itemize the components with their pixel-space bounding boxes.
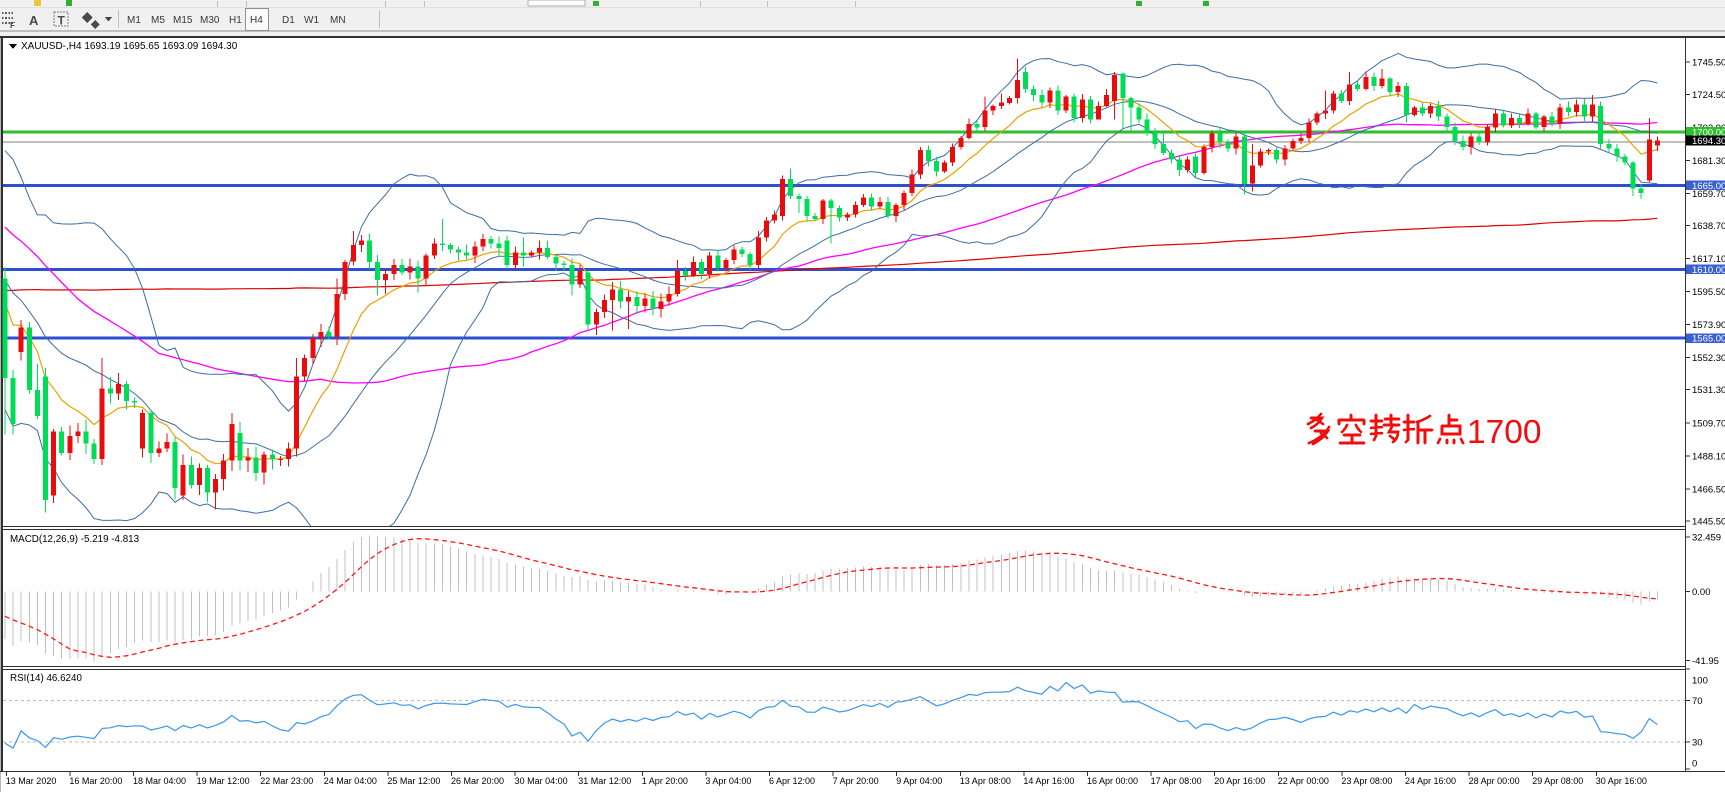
svg-text:1681.30: 1681.30 bbox=[1692, 156, 1725, 167]
svg-text:1665.00: 1665.00 bbox=[1692, 181, 1725, 192]
svg-text:1700: 1700 bbox=[1467, 414, 1542, 451]
svg-text:D1: D1 bbox=[282, 15, 295, 26]
svg-text:13 Mar 2020: 13 Mar 2020 bbox=[6, 776, 57, 786]
svg-text:MN: MN bbox=[330, 15, 346, 26]
svg-text:24 Mar 04:00: 24 Mar 04:00 bbox=[324, 776, 377, 786]
svg-text:70: 70 bbox=[1692, 696, 1703, 707]
svg-text:1509.70: 1509.70 bbox=[1692, 418, 1725, 429]
svg-text:1445.50: 1445.50 bbox=[1692, 516, 1725, 527]
svg-text:M1: M1 bbox=[127, 15, 141, 26]
svg-text:1595.50: 1595.50 bbox=[1692, 287, 1725, 298]
svg-text:16 Apr 00:00: 16 Apr 00:00 bbox=[1087, 776, 1138, 786]
svg-text:1 Apr 20:00: 1 Apr 20:00 bbox=[642, 776, 688, 786]
svg-text:1610.00: 1610.00 bbox=[1692, 265, 1725, 276]
svg-text:25 Mar 12:00: 25 Mar 12:00 bbox=[387, 776, 440, 786]
svg-text:1700.00: 1700.00 bbox=[1692, 127, 1725, 138]
svg-text:29 Apr 08:00: 29 Apr 08:00 bbox=[1532, 776, 1583, 786]
svg-text:XAUUSD-,H4 1693.19 1695.65 16: XAUUSD-,H4 1693.19 1695.65 1693.09 1694.… bbox=[21, 41, 238, 52]
svg-text:1659.70: 1659.70 bbox=[1692, 189, 1725, 200]
svg-text:3 Apr 04:00: 3 Apr 04:00 bbox=[705, 776, 751, 786]
svg-text:1531.30: 1531.30 bbox=[1692, 385, 1725, 396]
svg-text:32.459: 32.459 bbox=[1692, 533, 1721, 544]
svg-text:20 Apr 16:00: 20 Apr 16:00 bbox=[1214, 776, 1265, 786]
svg-text:1724.50: 1724.50 bbox=[1692, 90, 1725, 101]
svg-text:1638.70: 1638.70 bbox=[1692, 221, 1725, 232]
svg-text:22 Mar 23:00: 22 Mar 23:00 bbox=[260, 776, 313, 786]
svg-text:1565.00: 1565.00 bbox=[1692, 334, 1725, 345]
svg-text:31 Mar 12:00: 31 Mar 12:00 bbox=[578, 776, 631, 786]
svg-text:13 Apr 08:00: 13 Apr 08:00 bbox=[960, 776, 1011, 786]
svg-text:30: 30 bbox=[1692, 738, 1703, 749]
svg-text:1573.90: 1573.90 bbox=[1692, 320, 1725, 331]
svg-text:M5: M5 bbox=[151, 15, 165, 26]
svg-text:16 Mar 20:00: 16 Mar 20:00 bbox=[69, 776, 122, 786]
svg-text:24 Apr 16:00: 24 Apr 16:00 bbox=[1405, 776, 1456, 786]
svg-text:A: A bbox=[29, 13, 39, 28]
svg-text:1488.10: 1488.10 bbox=[1692, 451, 1725, 462]
svg-text:RSI(14) 46.6240: RSI(14) 46.6240 bbox=[10, 673, 82, 684]
svg-text:7 Apr 20:00: 7 Apr 20:00 bbox=[833, 776, 879, 786]
svg-text:26 Mar 20:00: 26 Mar 20:00 bbox=[451, 776, 504, 786]
svg-text:M15: M15 bbox=[173, 15, 193, 26]
svg-text:6 Apr 12:00: 6 Apr 12:00 bbox=[769, 776, 815, 786]
svg-text:0.00: 0.00 bbox=[1692, 587, 1711, 598]
svg-text:30 Mar 04:00: 30 Mar 04:00 bbox=[515, 776, 568, 786]
svg-text:W1: W1 bbox=[304, 15, 319, 26]
svg-text:H4: H4 bbox=[250, 15, 263, 26]
svg-text:1466.50: 1466.50 bbox=[1692, 484, 1725, 495]
svg-text:30 Apr 16:00: 30 Apr 16:00 bbox=[1596, 776, 1647, 786]
svg-text:23 Apr 08:00: 23 Apr 08:00 bbox=[1341, 776, 1392, 786]
svg-text:1745.50: 1745.50 bbox=[1692, 58, 1725, 69]
svg-text:H1: H1 bbox=[229, 15, 242, 26]
svg-text:M30: M30 bbox=[200, 15, 220, 26]
svg-text:1617.10: 1617.10 bbox=[1692, 254, 1725, 265]
svg-text:T: T bbox=[58, 14, 66, 28]
svg-text:100: 100 bbox=[1692, 676, 1708, 687]
svg-text:18 Mar 04:00: 18 Mar 04:00 bbox=[133, 776, 186, 786]
svg-text:0: 0 bbox=[1692, 759, 1697, 770]
svg-text:17 Apr 08:00: 17 Apr 08:00 bbox=[1151, 776, 1202, 786]
svg-text:22 Apr 00:00: 22 Apr 00:00 bbox=[1278, 776, 1329, 786]
svg-text:28 Apr 00:00: 28 Apr 00:00 bbox=[1469, 776, 1520, 786]
svg-text:1552.30: 1552.30 bbox=[1692, 353, 1725, 364]
svg-text:-41.95: -41.95 bbox=[1692, 656, 1719, 667]
svg-text:F: F bbox=[10, 21, 15, 30]
svg-text:19 Mar 12:00: 19 Mar 12:00 bbox=[197, 776, 250, 786]
svg-text:MACD(12,26,9) -5.219 -4.813: MACD(12,26,9) -5.219 -4.813 bbox=[10, 534, 140, 545]
svg-text:14 Apr 16:00: 14 Apr 16:00 bbox=[1023, 776, 1074, 786]
svg-text:1694.30: 1694.30 bbox=[1692, 136, 1725, 147]
svg-text:9 Apr 04:00: 9 Apr 04:00 bbox=[896, 776, 942, 786]
